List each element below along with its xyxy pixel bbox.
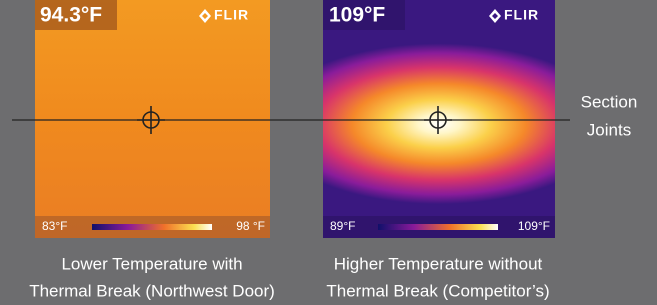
figure: 94.3°F FLIR 83°F 98 °F 109°F FLIR 89°F 1…: [0, 0, 657, 305]
brand: FLIR: [214, 7, 249, 23]
temperature: 109°F: [329, 4, 385, 27]
thermal-image: [323, 0, 555, 238]
temperature: 94.3°F: [40, 4, 102, 27]
scale-min: 89°F: [330, 219, 355, 233]
caption: Higher Temperature without: [334, 254, 543, 273]
thermal-image: [35, 0, 270, 238]
brand: FLIR: [504, 7, 539, 23]
palette-bar: [92, 224, 212, 230]
palette-bar: [378, 224, 498, 230]
scale-min: 83°F: [42, 219, 67, 233]
scale-max: 98 °F: [236, 219, 265, 233]
caption: Thermal Break (Competitor’s): [326, 281, 549, 300]
caption: Lower Temperature with: [61, 254, 242, 273]
side-label: Joints: [587, 120, 631, 139]
side-label: Section: [581, 92, 638, 111]
scale-max: 109°F: [518, 219, 550, 233]
caption: Thermal Break (Northwest Door): [29, 281, 275, 300]
